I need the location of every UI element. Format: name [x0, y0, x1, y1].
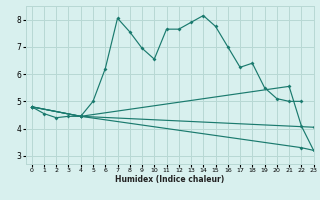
- X-axis label: Humidex (Indice chaleur): Humidex (Indice chaleur): [115, 175, 224, 184]
